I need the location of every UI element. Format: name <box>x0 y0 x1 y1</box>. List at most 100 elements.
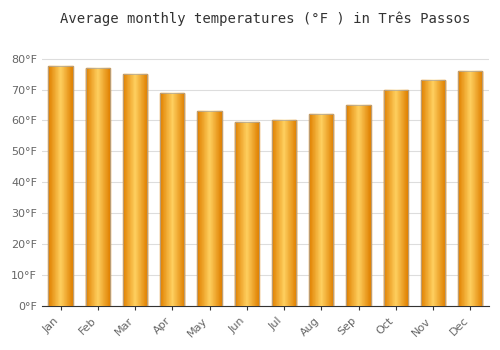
Bar <box>253 122 254 307</box>
Bar <box>207 111 208 307</box>
Bar <box>173 93 174 307</box>
Bar <box>368 105 369 307</box>
Bar <box>428 80 429 307</box>
Bar <box>318 114 319 307</box>
Bar <box>388 90 389 307</box>
Bar <box>64 66 65 307</box>
Bar <box>238 122 239 307</box>
Bar <box>441 80 442 307</box>
Bar <box>243 122 244 307</box>
Bar <box>433 80 434 307</box>
Bar <box>86 68 110 307</box>
Bar <box>293 120 294 307</box>
Bar <box>161 93 162 307</box>
Bar <box>240 122 241 307</box>
Bar <box>60 66 61 307</box>
Bar <box>106 68 107 307</box>
Bar <box>234 122 259 307</box>
Bar <box>398 90 399 307</box>
Bar <box>434 80 435 307</box>
Bar <box>257 122 258 307</box>
Bar <box>425 80 426 307</box>
Bar <box>95 68 96 307</box>
Bar <box>160 93 184 307</box>
Bar <box>54 66 55 307</box>
Bar <box>353 105 354 307</box>
Bar <box>436 80 438 307</box>
Bar <box>254 122 256 307</box>
Bar <box>431 80 432 307</box>
Bar <box>348 105 349 307</box>
Bar <box>427 80 428 307</box>
Bar <box>52 66 54 307</box>
Bar <box>174 93 176 307</box>
Bar <box>346 105 347 307</box>
Bar <box>217 111 218 307</box>
Bar <box>57 66 58 307</box>
Bar <box>405 90 406 307</box>
Bar <box>471 71 472 307</box>
Bar <box>352 105 353 307</box>
Bar <box>198 111 200 307</box>
Bar <box>289 120 290 307</box>
Bar <box>123 74 124 307</box>
Bar <box>359 105 360 307</box>
Bar <box>386 90 388 307</box>
Bar <box>354 105 355 307</box>
Bar <box>104 68 105 307</box>
Bar <box>49 66 50 307</box>
Bar <box>350 105 352 307</box>
Bar <box>171 93 172 307</box>
Bar <box>316 114 317 307</box>
Bar <box>211 111 212 307</box>
Bar <box>462 71 463 307</box>
Bar <box>402 90 403 307</box>
Bar <box>438 80 439 307</box>
Bar <box>422 80 424 307</box>
Bar <box>326 114 328 307</box>
Bar <box>366 105 367 307</box>
Bar <box>392 90 393 307</box>
Bar <box>123 74 147 307</box>
Bar <box>172 93 173 307</box>
Bar <box>432 80 433 307</box>
Bar <box>480 71 481 307</box>
Bar <box>292 120 293 307</box>
Bar <box>239 122 240 307</box>
Bar <box>102 68 104 307</box>
Bar <box>130 74 131 307</box>
Bar <box>135 74 136 307</box>
Bar <box>333 114 334 307</box>
Bar <box>460 71 461 307</box>
Bar <box>206 111 207 307</box>
Bar <box>215 111 216 307</box>
Bar <box>465 71 466 307</box>
Bar <box>100 68 101 307</box>
Bar <box>258 122 259 307</box>
Bar <box>146 74 147 307</box>
Bar <box>96 68 97 307</box>
Bar <box>179 93 180 307</box>
Bar <box>474 71 475 307</box>
Bar <box>48 66 72 307</box>
Bar <box>325 114 326 307</box>
Bar <box>426 80 427 307</box>
Bar <box>332 114 333 307</box>
Bar <box>397 90 398 307</box>
Bar <box>310 114 311 307</box>
Bar <box>481 71 482 307</box>
Bar <box>317 114 318 307</box>
Bar <box>129 74 130 307</box>
Bar <box>245 122 246 307</box>
Bar <box>320 114 322 307</box>
Bar <box>125 74 126 307</box>
Bar <box>364 105 365 307</box>
Bar <box>108 68 110 307</box>
Bar <box>94 68 95 307</box>
Bar <box>124 74 125 307</box>
Bar <box>444 80 445 307</box>
Bar <box>167 93 168 307</box>
Bar <box>323 114 324 307</box>
Bar <box>440 80 441 307</box>
Bar <box>220 111 221 307</box>
